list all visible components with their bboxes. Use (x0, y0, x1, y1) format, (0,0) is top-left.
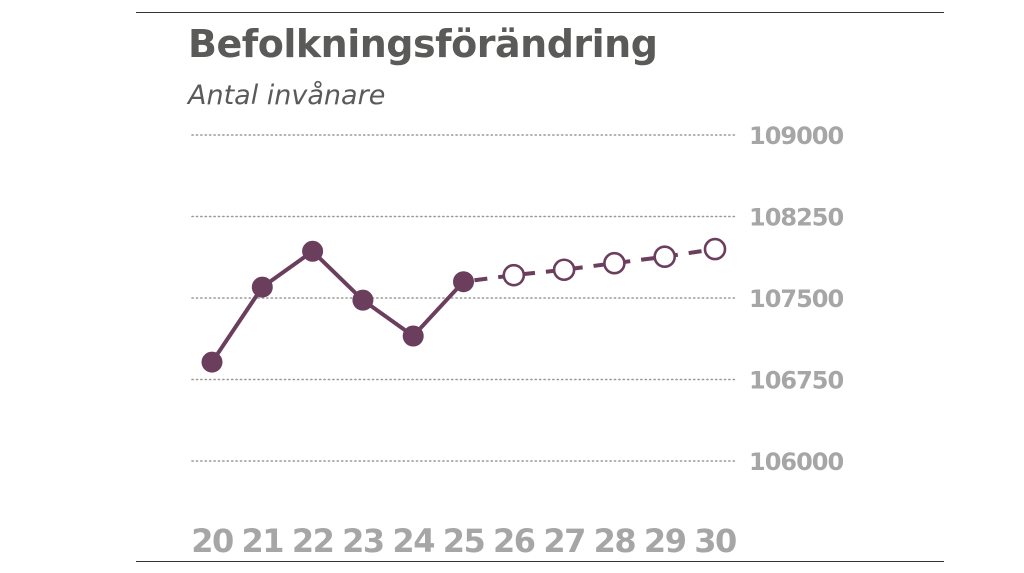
x-tick-label: 26 (493, 522, 535, 560)
data-point (453, 271, 474, 293)
chart-subtitle: Antal invånare (188, 80, 386, 111)
data-point-projected (703, 237, 727, 261)
y-tick-label: 108250 (749, 204, 843, 232)
x-tick-label: 27 (543, 522, 585, 560)
y-axis-tick-labels: 109000 108250 107500 106750 106000 (749, 122, 844, 476)
series-lines (210, 247, 716, 365)
x-tick-label: 23 (342, 522, 384, 560)
x-tick-label: 21 (242, 522, 284, 560)
x-tick-label: 24 (392, 522, 434, 560)
data-point (302, 240, 324, 262)
y-tick-label: 109000 (749, 122, 843, 150)
chart-title: Befolkningsförändring (188, 22, 658, 66)
y-tick-label: 107500 (749, 285, 843, 313)
data-point-projected (552, 258, 576, 282)
x-tick-label: 22 (292, 522, 334, 560)
x-tick-label: 28 (594, 522, 636, 560)
data-point-projected (653, 245, 677, 269)
data-point (402, 325, 424, 347)
x-tick-label: 20 (191, 522, 233, 560)
x-tick-label: 29 (644, 522, 686, 560)
x-axis-tick-labels: 20 21 22 23 24 25 26 27 28 29 30 (191, 522, 737, 560)
top-rule (136, 12, 944, 13)
data-point-projected (603, 251, 626, 275)
data-point-projected (502, 263, 526, 287)
y-tick-label: 106000 (749, 448, 843, 476)
grid-lines (191, 134, 738, 462)
x-tick-label: 25 (443, 522, 485, 560)
data-point (201, 351, 223, 373)
y-tick-label: 106750 (749, 367, 843, 395)
series-line-projected (463, 247, 716, 284)
series-markers (201, 237, 727, 373)
x-tick-label: 30 (694, 522, 736, 560)
data-point (352, 289, 374, 311)
bottom-rule (136, 561, 944, 562)
data-point (251, 276, 273, 298)
series-line-actual (210, 249, 466, 365)
